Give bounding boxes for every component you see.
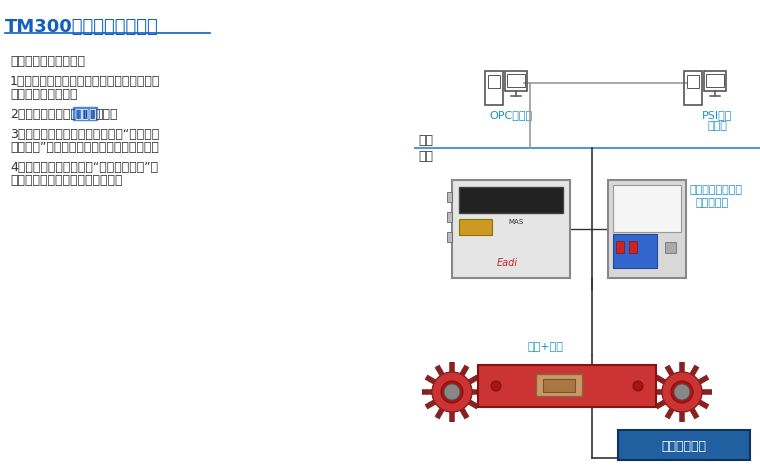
Bar — [505, 71, 527, 91]
Bar — [478, 365, 656, 407]
Text: 记忆截割: 记忆截割 — [74, 108, 104, 121]
Circle shape — [491, 381, 501, 391]
Text: OPC服务器: OPC服务器 — [489, 110, 532, 120]
Bar — [704, 71, 726, 91]
Bar — [665, 242, 676, 253]
Circle shape — [662, 372, 702, 412]
Bar — [687, 75, 699, 88]
Bar — [629, 241, 637, 253]
Bar — [618, 430, 750, 460]
Text: 采煎机远程操作筱: 采煎机远程操作筱 — [690, 185, 743, 195]
Bar — [613, 185, 681, 232]
Text: 4、采煎机电控系统预留“自动拖揾装置”电: 4、采煎机电控系统预留“自动拖揾装置”电 — [10, 161, 158, 174]
Text: 自动拖揾装置: 自动拖揾装置 — [661, 439, 707, 453]
Text: MAS: MAS — [508, 219, 524, 225]
Bar — [485, 71, 503, 105]
Text: Eadi: Eadi — [496, 258, 518, 268]
Bar — [608, 180, 686, 278]
Bar — [543, 379, 575, 392]
Circle shape — [674, 384, 690, 400]
Bar — [459, 187, 563, 213]
Bar — [447, 232, 452, 242]
Text: 1、采煎机利用有线加无线的方式进行数上传: 1、采煎机利用有线加无线的方式进行数上传 — [10, 75, 160, 88]
Bar — [488, 75, 500, 88]
Bar — [459, 219, 492, 235]
Text: 2、采煎机电控系统内部有: 2、采煎机电控系统内部有 — [10, 108, 100, 121]
Bar — [447, 212, 452, 222]
Bar — [684, 71, 702, 105]
Bar — [447, 192, 452, 202]
Text: PSI系统: PSI系统 — [702, 110, 733, 120]
Text: TM300煎机电控系统方案: TM300煎机电控系统方案 — [5, 18, 159, 36]
Bar — [507, 74, 525, 87]
Text: 地面: 地面 — [418, 134, 433, 147]
Circle shape — [432, 372, 472, 412]
Text: 3、采煎机电控系统配套有专用的“采煎机远: 3、采煎机电控系统配套有专用的“采煎机远 — [10, 128, 160, 141]
Text: 程操作筱”可以利用摄像头远程操作采煎机；: 程操作筱”可以利用摄像头远程操作采煎机； — [10, 141, 159, 154]
Bar — [536, 374, 582, 396]
Bar — [452, 180, 570, 278]
Bar — [616, 241, 624, 253]
Circle shape — [671, 381, 693, 403]
Circle shape — [441, 381, 463, 403]
Circle shape — [444, 384, 460, 400]
Bar — [613, 234, 657, 268]
Bar — [73, 107, 97, 120]
Text: 气接口，配合自动拖缆装置工作。: 气接口，配合自动拖缆装置工作。 — [10, 174, 122, 187]
Text: 程序；: 程序； — [96, 108, 119, 121]
Bar — [706, 74, 724, 87]
Text: （大唐解决方案）；: （大唐解决方案）； — [10, 88, 78, 101]
Circle shape — [633, 381, 643, 391]
Text: 井下: 井下 — [418, 150, 433, 163]
Text: 采煎机自动功能介绍：: 采煎机自动功能介绍： — [10, 55, 85, 68]
Text: 或其他: 或其他 — [708, 121, 728, 131]
Text: 控制台位置: 控制台位置 — [696, 198, 729, 208]
Text: 无线+有线: 无线+有线 — [528, 342, 564, 352]
